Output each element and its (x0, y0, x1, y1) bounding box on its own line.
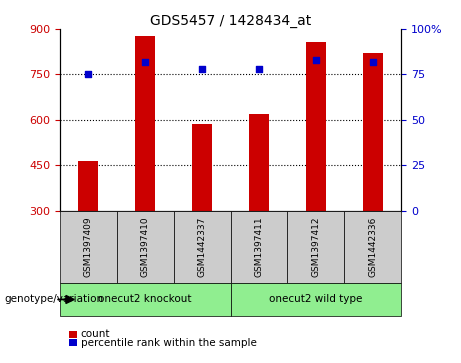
Text: onecut2 knockout: onecut2 knockout (99, 294, 192, 305)
Text: GSM1397409: GSM1397409 (84, 216, 93, 277)
Point (369, 59, 376, 65)
Point (312, 57, 319, 63)
Text: GSM1442337: GSM1442337 (198, 217, 207, 277)
Bar (306, 42, 326, 211)
Text: GSM1397410: GSM1397410 (141, 216, 150, 277)
Bar (249, 114, 269, 211)
Text: percentile rank within the sample: percentile rank within the sample (81, 338, 257, 348)
Bar (78, 161, 98, 211)
Text: GSM1397412: GSM1397412 (311, 217, 320, 277)
Point (198, 66, 206, 72)
Point (85, 72, 92, 77)
Text: GSM1442336: GSM1442336 (368, 217, 377, 277)
Text: GSM1397411: GSM1397411 (254, 216, 263, 277)
Text: genotype/variation: genotype/variation (5, 294, 104, 305)
Point (142, 59, 149, 65)
Text: count: count (81, 329, 110, 339)
Bar (363, 53, 383, 211)
Text: onecut2 wild type: onecut2 wild type (269, 294, 362, 305)
Title: GDS5457 / 1428434_at: GDS5457 / 1428434_at (150, 14, 311, 28)
Bar (135, 36, 155, 211)
Point (255, 66, 263, 72)
Bar (192, 124, 212, 211)
